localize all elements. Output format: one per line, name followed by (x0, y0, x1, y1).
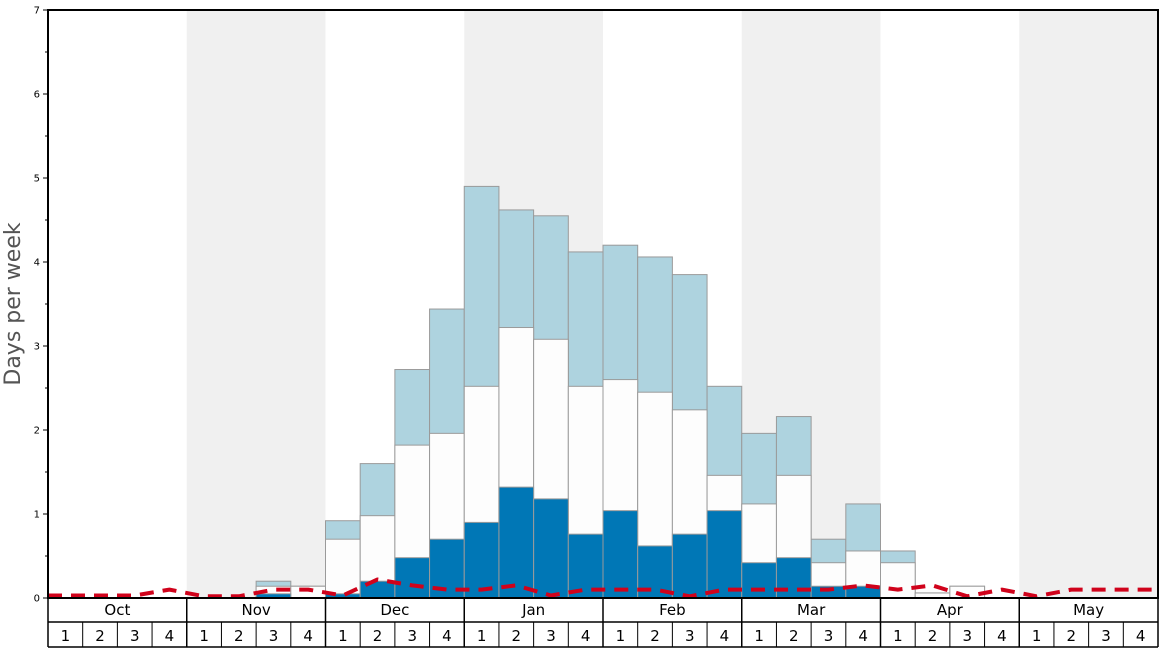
week-label: 4 (442, 627, 452, 645)
y-tick-label: 3 (34, 342, 40, 353)
week-label: 3 (1101, 627, 1111, 645)
week-label: 2 (789, 627, 799, 645)
y-tick-label: 2 (34, 426, 40, 437)
month-label-apr: Apr (937, 601, 964, 619)
bar-week-19 (671, 533, 708, 599)
month-label-jan: Jan (521, 601, 545, 619)
y-tick-label: 5 (34, 174, 40, 185)
week-label: 3 (269, 627, 279, 645)
week-label: 1 (477, 627, 487, 645)
week-label: 2 (512, 627, 522, 645)
y-tick-label: 7 (34, 6, 40, 17)
week-label: 3 (130, 627, 140, 645)
week-label: 4 (858, 627, 868, 645)
week-label: 4 (165, 627, 175, 645)
week-label: 4 (581, 627, 591, 645)
y-tick-label: 0 (34, 594, 40, 605)
week-label: 1 (338, 627, 348, 645)
week-label: 3 (962, 627, 972, 645)
y-tick-label: 6 (34, 90, 40, 101)
bar-week-20 (706, 510, 743, 599)
trend-layer (48, 577, 1158, 599)
bar-week-11 (394, 557, 431, 599)
week-label: 1 (893, 627, 903, 645)
y-tick-label: 1 (34, 510, 40, 521)
week-label: 1 (61, 627, 71, 645)
week-label: 4 (1136, 627, 1146, 645)
y-axis-label: Days per week (1, 222, 26, 385)
month-label-dec: Dec (380, 601, 409, 619)
week-label: 1 (616, 627, 626, 645)
bar-week-13 (463, 521, 500, 599)
month-label-oct: Oct (104, 601, 130, 619)
week-label: 1 (754, 627, 764, 645)
week-label: 3 (407, 627, 417, 645)
bar-week-22 (775, 557, 812, 599)
month-label-may: May (1073, 601, 1104, 619)
y-tick-label: 4 (34, 258, 40, 269)
week-label: 2 (928, 627, 938, 645)
week-label: 2 (373, 627, 383, 645)
week-label: 1 (1032, 627, 1042, 645)
week-label: 1 (199, 627, 209, 645)
month-band-nov (186, 10, 326, 598)
month-band-may (1019, 10, 1158, 598)
week-label: 2 (650, 627, 660, 645)
week-label: 4 (303, 627, 313, 645)
month-label-feb: Feb (659, 601, 686, 619)
bar-week-21 (741, 562, 777, 599)
month-label-nov: Nov (241, 601, 270, 619)
week-label: 3 (824, 627, 834, 645)
week-label: 3 (546, 627, 556, 645)
week-label: 2 (95, 627, 105, 645)
week-label: 3 (685, 627, 695, 645)
month-label-mar: Mar (797, 601, 826, 619)
week-label: 2 (1067, 627, 1077, 645)
week-label: 2 (234, 627, 244, 645)
axes-layer: 0 1 2 3 4 5 6 7 Oct 1 2 3 4 Nov 1 2 3 4 Dec 1 2 3 4 Jan 1 2 3 4 Feb 1… (34, 6, 1159, 648)
bar-week-25 (880, 562, 916, 599)
bar-week-14 (498, 486, 535, 599)
week-label: 4 (720, 627, 730, 645)
week-label: 4 (997, 627, 1007, 645)
bar-week-17 (602, 510, 639, 599)
trend-line (48, 577, 1158, 599)
bar-week-15 (533, 498, 569, 599)
